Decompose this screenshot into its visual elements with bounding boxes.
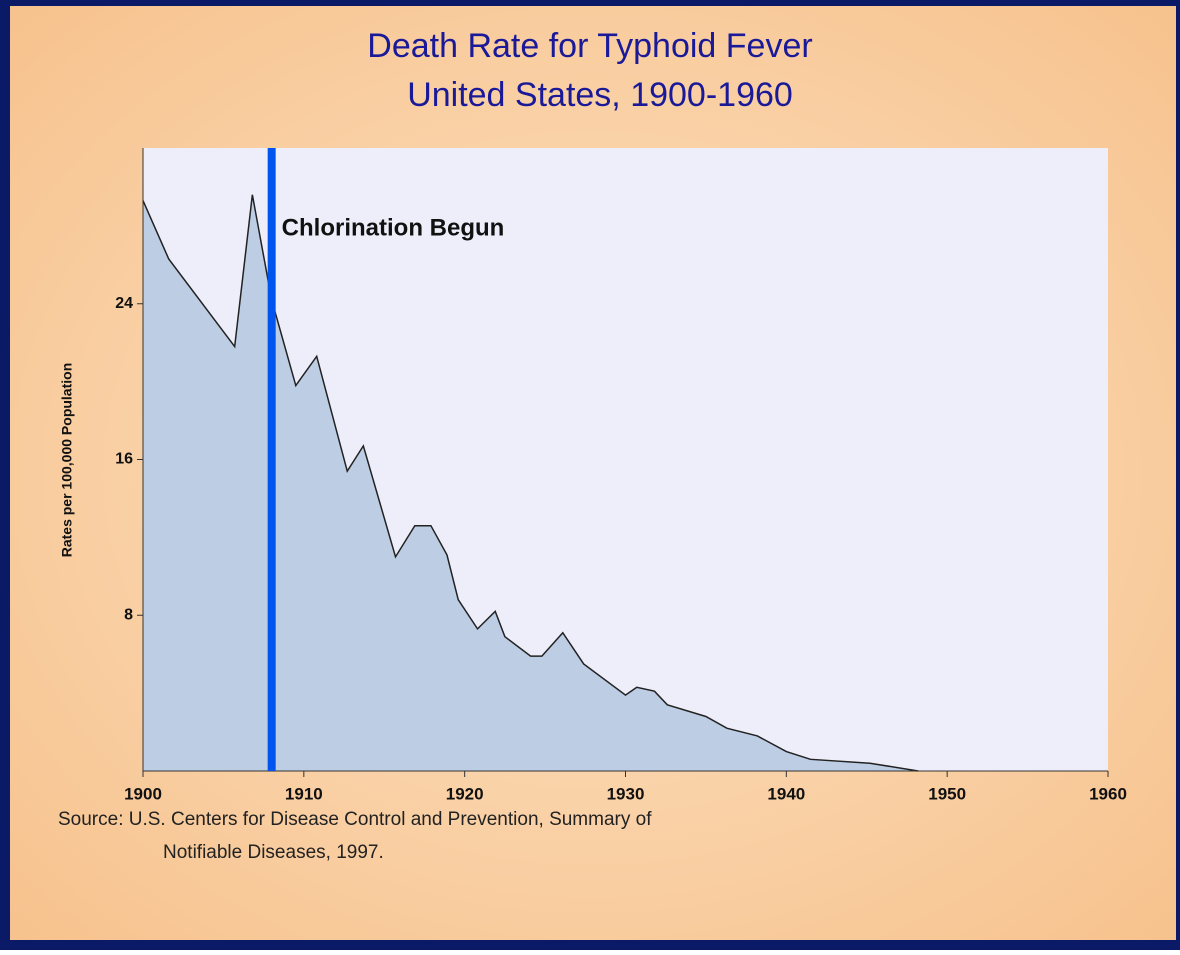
x-tick-label: 1950 (928, 784, 966, 803)
x-tick-label: 1960 (1089, 784, 1127, 803)
x-tick-label: 1910 (285, 784, 323, 803)
chart-title: Death Rate for Typhoid Fever (367, 27, 812, 65)
x-tick-label: 1900 (124, 784, 162, 803)
annotation-label: Chlorination Begun (282, 214, 505, 241)
y-axis-label: Rates per 100,000 Population (59, 363, 75, 558)
line (142, 194, 919, 772)
y-tick-label: 16 (115, 451, 133, 468)
y-tick-label: 24 (115, 295, 133, 312)
x-tick-label: 1930 (607, 784, 645, 803)
x-tick-label: 1920 (446, 784, 484, 803)
area (143, 194, 919, 772)
chart-title: United States, 1900-1960 (407, 76, 793, 114)
source: Notifiable Diseases, 1997. (163, 842, 384, 863)
y-tick-label: 8 (124, 606, 133, 623)
x-tick-label: 1940 (767, 784, 805, 803)
source: Source: U.S. Centers for Disease Control… (58, 809, 652, 830)
